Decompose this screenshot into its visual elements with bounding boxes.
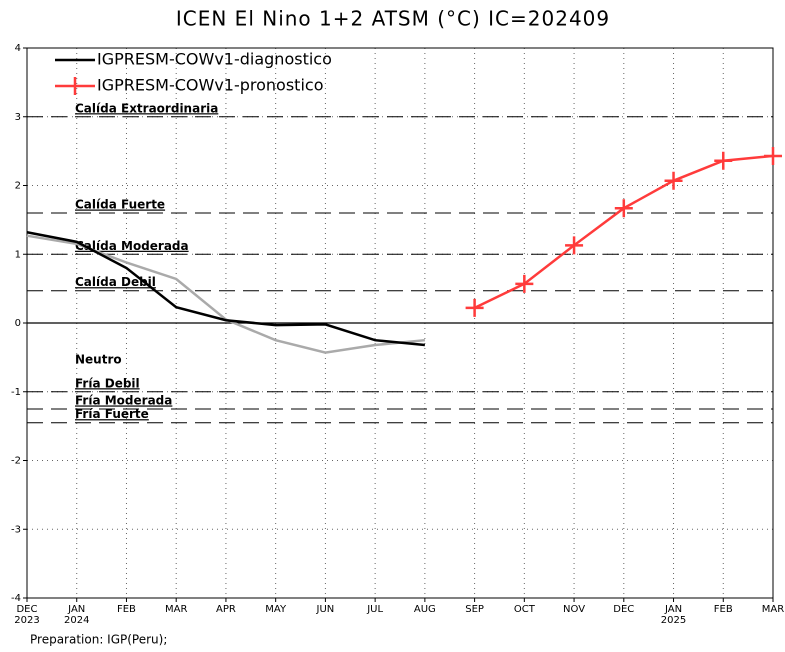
- y-tick-label: -2: [11, 456, 21, 467]
- x-tick-label: OCT: [514, 604, 536, 615]
- threshold-label: Calída Moderada: [75, 239, 189, 253]
- x-tick-label: SEP: [465, 604, 484, 615]
- threshold-label: Fría Fuerte: [75, 407, 149, 421]
- x-tick-label: AUG: [414, 604, 436, 615]
- point-marker: [714, 151, 733, 170]
- point-marker: [465, 298, 484, 317]
- y-tick-label: 0: [15, 318, 21, 329]
- chart-title: ICEN El Nino 1+2 ATSM (°C) IC=202409: [176, 7, 610, 31]
- year-label: 2023: [14, 615, 39, 626]
- y-tick-label: 1: [15, 249, 21, 260]
- x-tick-label: MAY: [265, 604, 287, 615]
- point-marker: [614, 199, 633, 218]
- x-tick-label: MAR: [762, 604, 784, 615]
- threshold-label: Calída Fuerte: [75, 198, 165, 212]
- legend-label: IGPRESM-COWv1-pronostico: [97, 76, 323, 95]
- threshold-label: Calída Extraordinaria: [75, 101, 218, 115]
- footer: Preparation: IGP(Peru);: [30, 633, 167, 647]
- x-tick-label: APR: [216, 604, 236, 615]
- y-tick-label: -4: [11, 593, 21, 604]
- y-tick-label: -3: [11, 524, 21, 535]
- x-tick-label: JUL: [366, 604, 383, 615]
- series-line: [26, 231, 425, 347]
- x-tick-label: FEB: [714, 604, 733, 615]
- point-marker: [664, 171, 683, 190]
- threshold-label: Fría Debil: [75, 376, 140, 390]
- threshold-label: Fría Moderada: [75, 393, 172, 407]
- year-label: 2024: [64, 615, 89, 626]
- point-marker: [515, 274, 534, 293]
- point-marker: [565, 236, 584, 255]
- year-label: 2025: [661, 615, 686, 626]
- x-tick-label: NOV: [563, 604, 585, 615]
- x-tick-label: FEB: [117, 604, 136, 615]
- x-tick-label: MAR: [165, 604, 187, 615]
- x-tick-label: JAN: [67, 604, 85, 615]
- y-tick-label: 2: [15, 181, 21, 192]
- neutral-label: Neutro: [75, 353, 122, 367]
- x-tick-label: DEC: [16, 604, 37, 615]
- threshold-label: Calída Debil: [75, 275, 156, 289]
- legend-label: IGPRESM-COWv1-diagnostico: [97, 50, 332, 69]
- x-tick-label: DEC: [613, 604, 634, 615]
- x-tick-label: JUN: [316, 604, 335, 615]
- y-tick-label: 4: [15, 43, 21, 54]
- x-tick-label: JAN: [664, 604, 682, 615]
- plot-frame: [26, 47, 774, 599]
- point-marker: [764, 146, 782, 165]
- y-tick-label: 3: [15, 112, 21, 123]
- y-tick-label: -1: [11, 387, 21, 398]
